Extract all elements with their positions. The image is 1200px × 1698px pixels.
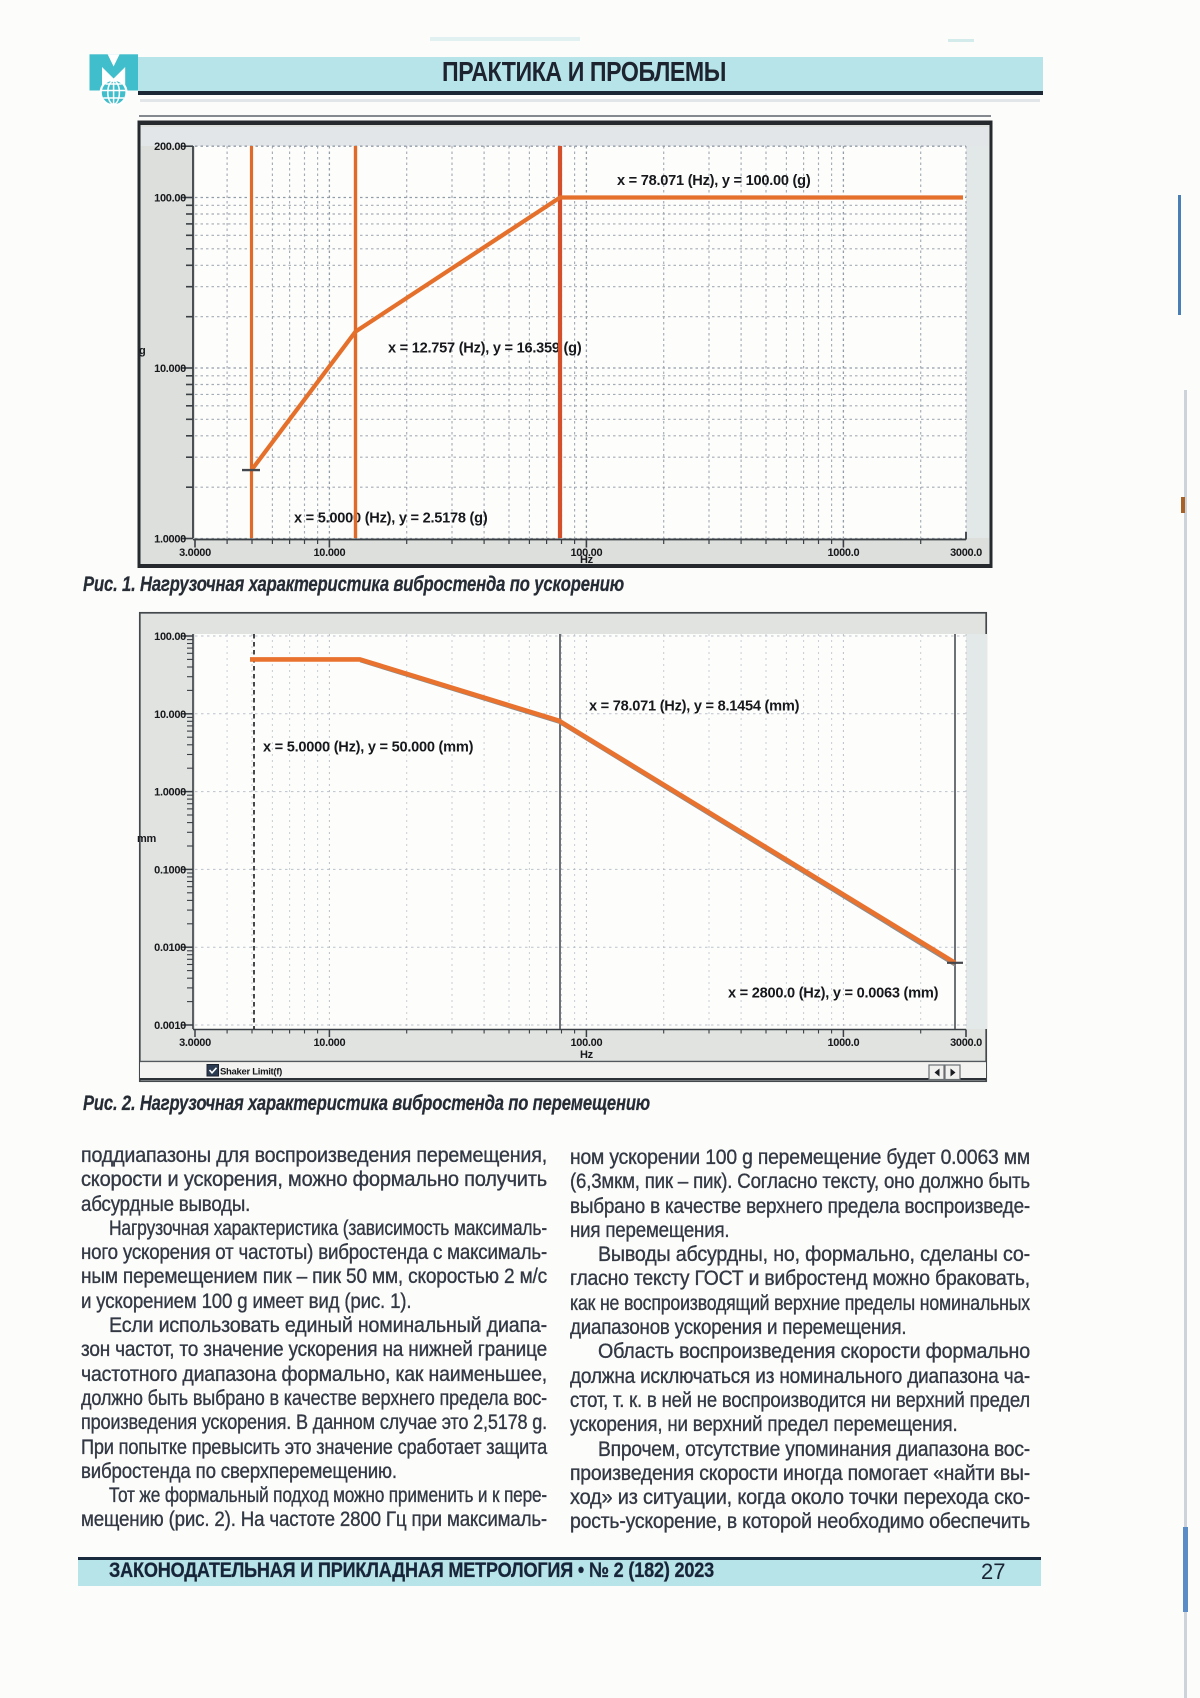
svg-text:3000.0: 3000.0 [950,1037,982,1049]
svg-text:100.00: 100.00 [154,631,186,643]
svg-text:x = 5.0000 (Hz), y = 50.000 (m: x = 5.0000 (Hz), y = 50.000 (mm) [263,740,474,756]
svg-text:x = 2800.0 (Hz), y = 0.0063 (m: x = 2800.0 (Hz), y = 0.0063 (mm) [728,986,939,1002]
svg-text:10.000: 10.000 [154,363,186,375]
svg-text:1000.0: 1000.0 [827,547,859,559]
svg-text:10.000: 10.000 [154,709,186,721]
svg-text:10.000: 10.000 [313,547,345,559]
svg-text:3.0000: 3.0000 [179,1037,211,1049]
svg-text:g: g [139,345,145,357]
svg-text:10.000: 10.000 [313,1037,345,1049]
svg-text:x = 12.757 (Hz), y = 16.359 (g: x = 12.757 (Hz), y = 16.359 (g) [388,341,582,357]
svg-text:mm: mm [137,833,156,845]
svg-text:100.00: 100.00 [570,1037,602,1049]
svg-text:3.0000: 3.0000 [179,547,211,559]
svg-text:1000.0: 1000.0 [827,1037,859,1049]
svg-text:1.0000: 1.0000 [154,534,186,546]
svg-text:0.1000: 0.1000 [154,864,186,876]
svg-text:x = 78.071 (Hz), y = 8.1454 (m: x = 78.071 (Hz), y = 8.1454 (mm) [589,699,800,715]
svg-text:1.0000: 1.0000 [154,787,186,799]
svg-text:3000.0: 3000.0 [950,547,982,559]
svg-text:0.0010: 0.0010 [154,1020,186,1032]
svg-text:x = 5.0000 (Hz), y = 2.5178 (g: x = 5.0000 (Hz), y = 2.5178 (g) [294,511,488,527]
svg-text:Hz: Hz [580,1049,594,1061]
svg-text:200.00: 200.00 [154,141,186,153]
svg-text:Shaker Limit(f): Shaker Limit(f) [220,1067,282,1078]
svg-text:Hz: Hz [580,554,594,566]
svg-text:100.00: 100.00 [154,193,186,205]
svg-text:0.0100: 0.0100 [154,942,186,954]
svg-text:100.00: 100.00 [570,547,602,559]
svg-text:x = 78.071 (Hz), y = 100.00 (g: x = 78.071 (Hz), y = 100.00 (g) [617,173,811,189]
